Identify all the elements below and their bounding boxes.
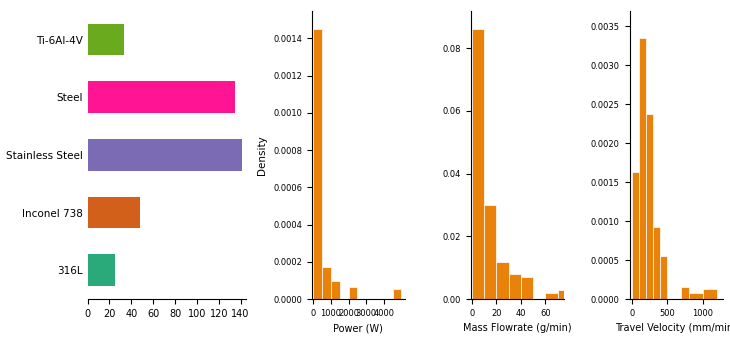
Bar — [322, 266, 331, 299]
Bar — [88, 81, 235, 113]
Bar — [558, 290, 570, 299]
Bar — [472, 29, 484, 299]
Bar — [349, 287, 358, 299]
Bar — [88, 197, 140, 228]
Bar — [331, 281, 340, 299]
Bar — [545, 293, 558, 299]
Bar — [509, 274, 521, 299]
Bar — [88, 254, 115, 286]
X-axis label: Power (W): Power (W) — [334, 323, 383, 333]
Y-axis label: Density: Density — [258, 135, 267, 175]
Bar — [484, 205, 496, 299]
Bar — [639, 38, 646, 299]
Bar — [681, 288, 688, 299]
Bar — [521, 277, 533, 299]
Bar — [313, 29, 322, 299]
X-axis label: Mass Flowrate (g/min): Mass Flowrate (g/min) — [463, 323, 572, 333]
X-axis label: Travel Velocity (mm/min): Travel Velocity (mm/min) — [615, 323, 730, 333]
Bar — [631, 172, 639, 299]
Bar — [393, 289, 402, 299]
Bar — [646, 114, 653, 299]
Bar — [496, 262, 509, 299]
Bar — [660, 256, 667, 299]
Bar — [88, 24, 123, 55]
Bar — [688, 293, 703, 299]
Bar — [703, 289, 717, 299]
Bar — [653, 227, 660, 299]
Bar — [88, 139, 242, 171]
